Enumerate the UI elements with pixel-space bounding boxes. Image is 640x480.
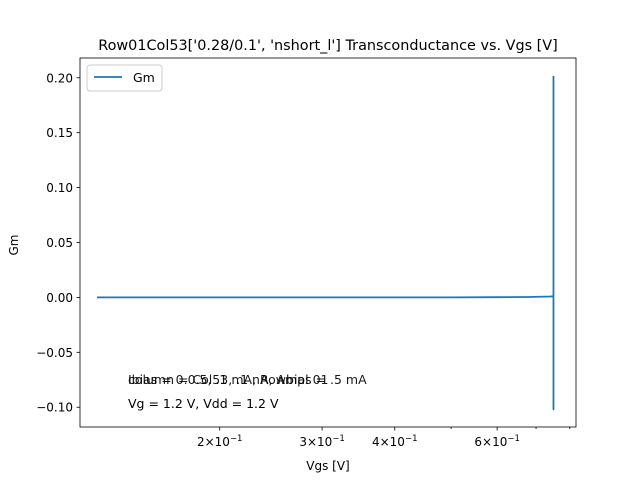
x-tick-label: 6×10−1 <box>474 434 520 449</box>
y-tick-label: 0.10 <box>46 181 73 195</box>
annotation-block: Ibias = 0.0.5, .1 mA, Rowbias = .5 mA co… <box>128 372 367 411</box>
legend: Gm <box>86 64 163 92</box>
annotation-line2: Vg = 1.2 V, Vdd = 1.2 V <box>128 396 279 411</box>
legend-label-gm: Gm <box>133 70 155 85</box>
x-tick-label: 2×10−1 <box>197 434 243 449</box>
x-tick-label: 4×10−1 <box>372 434 418 449</box>
annotation-line1a: Ibias = 0.0.5, .1 mA, Rowbias = .5 mA <box>128 372 367 387</box>
series-line-gm <box>96 75 555 411</box>
annotation-line1b: column = Col53, .1 nA, Ampl 01 <box>128 372 328 387</box>
y-tick-label: 0.05 <box>46 236 73 250</box>
y-tick-label: 0.00 <box>46 291 73 305</box>
y-tick-label: 0.20 <box>46 71 73 85</box>
y-axis-label: Gm <box>7 235 21 256</box>
y-tick-label: −0.10 <box>36 401 73 415</box>
series-layer <box>96 75 555 411</box>
y-tick-label: −0.05 <box>36 346 73 360</box>
x-axis-label: Vgs [V] <box>306 459 349 473</box>
legend-frame <box>86 64 163 92</box>
chart-title: Row01Col53['0.28/0.1', 'nshort_l'] Trans… <box>98 38 558 54</box>
x-tick-label: 3×10−1 <box>299 434 345 449</box>
y-tick-label: 0.15 <box>46 126 73 140</box>
y-axis-ticks: −0.10 −0.05 0.00 0.05 0.10 0.15 0.20 <box>36 71 80 415</box>
x-axis-ticks: 2×10−1 3×10−1 4×10−1 6×10−1 <box>197 427 571 449</box>
